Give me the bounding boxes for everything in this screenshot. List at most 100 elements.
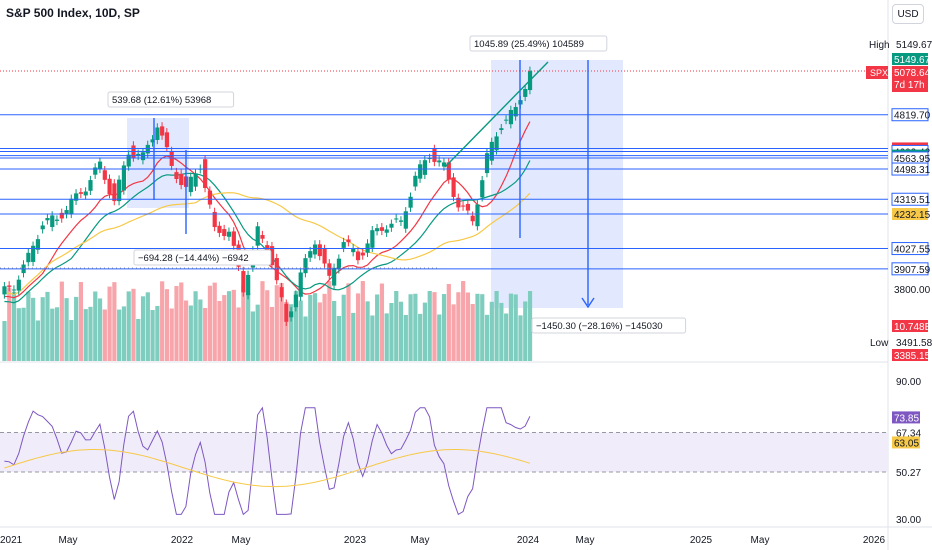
candle-body: [74, 193, 79, 201]
volume-bar: [236, 307, 241, 361]
volume-bar: [250, 311, 256, 361]
volume-bar: [365, 301, 370, 361]
candle-body: [212, 211, 217, 228]
rsi-axis-label: 73.85: [894, 413, 919, 424]
time-axis-label: May: [411, 535, 430, 546]
symbol-tag: [866, 66, 888, 79]
candle-body: [456, 197, 461, 208]
currency-button[interactable]: USD: [892, 4, 924, 24]
volume-bar: [322, 293, 327, 361]
volume-bar: [59, 281, 64, 361]
candle-body: [179, 173, 184, 186]
measure-label-text: 539.68 (12.61%) 53968: [112, 95, 211, 106]
candle-body: [327, 263, 332, 276]
volume-bar: [427, 291, 432, 361]
volume-bar: [188, 305, 193, 361]
candle-body: [2, 286, 7, 295]
candle-body: [193, 173, 198, 187]
volume-bar: [327, 281, 332, 361]
time-axis-label: May: [576, 535, 595, 546]
volume-bar: [312, 293, 318, 361]
candle-body: [93, 167, 98, 175]
moving-average-slow: [4, 192, 531, 295]
volume-bar: [398, 301, 404, 361]
low-box-value: 3385.15: [894, 351, 931, 362]
volume-bar: [207, 285, 213, 361]
rsi-axis-label: 90.00: [896, 377, 921, 388]
volume-bar: [518, 315, 523, 361]
candle-body: [35, 239, 41, 250]
rsi-line: [4, 406, 531, 516]
time-axis-label: May: [751, 535, 770, 546]
volume-bar: [241, 285, 246, 361]
volume-bar: [145, 292, 150, 361]
volume-bar: [351, 312, 356, 361]
volume-bar: [504, 313, 509, 361]
level-label: 4563.95: [894, 154, 931, 165]
rsi-axis-label: 63.05: [894, 438, 919, 449]
volume-bar: [375, 294, 380, 361]
candle-body: [384, 229, 389, 233]
countdown: 7d 17h: [894, 80, 925, 91]
high-box-value: 5149.67: [894, 55, 931, 66]
volume-bar: [303, 316, 308, 361]
candle-body: [336, 258, 342, 270]
time-axis-label: 2022: [171, 535, 194, 546]
candle-body: [150, 139, 155, 143]
low-box: [892, 349, 928, 361]
volume-bar: [527, 291, 533, 361]
candle-body: [484, 153, 490, 174]
volume-bar: [97, 298, 103, 361]
candle-body: [422, 160, 428, 175]
high-box: [892, 53, 928, 65]
candle-body: [298, 272, 303, 297]
volume-bar: [140, 296, 146, 361]
volume-bar: [355, 293, 361, 361]
candle-body: [160, 126, 165, 136]
candle-body: [40, 225, 45, 230]
measure-label-text: −1450.30 (−28.16%) −145030: [536, 321, 663, 332]
level-tag: [891, 162, 929, 176]
candle-body: [360, 252, 365, 256]
candle-body: [59, 212, 64, 219]
volume-bar: [121, 306, 127, 361]
candle-body: [50, 215, 55, 228]
candle-body: [26, 252, 31, 263]
volume-bar: [155, 305, 160, 361]
candle-body: [499, 128, 504, 130]
candle-body: [523, 88, 528, 97]
volume-bar: [274, 285, 279, 361]
candle-body: [351, 248, 356, 253]
low-value: 3491.58: [896, 338, 932, 349]
candle-body: [121, 165, 127, 191]
candle-body: [513, 107, 518, 117]
last-price-box: [892, 66, 928, 92]
candle-body: [427, 158, 432, 160]
candle-body: [312, 244, 318, 255]
measure-label-box: [469, 35, 608, 52]
candle-body: [389, 223, 394, 228]
candle-body: [203, 159, 208, 189]
volume-bar: [193, 291, 198, 361]
chart-title: S&P 500 Index, 10D, SP: [6, 6, 140, 20]
volume-bar: [54, 307, 60, 361]
measure-label-box: [133, 249, 272, 266]
volume-bar: [446, 283, 451, 361]
volume-bar: [289, 304, 294, 361]
rsi-axis-label: 30.00: [896, 515, 921, 526]
candle-body: [289, 311, 294, 318]
volume-bar: [336, 315, 342, 361]
candle-body: [437, 160, 442, 163]
candle-body: [446, 162, 451, 180]
candle-body: [11, 289, 17, 291]
level-label: 3907.59: [894, 265, 931, 276]
volume-bar: [508, 293, 514, 361]
volume-bar: [360, 281, 365, 361]
candle-body: [174, 172, 179, 180]
volume-bar: [489, 301, 494, 361]
candle-body: [45, 218, 50, 221]
level-tag: [892, 207, 928, 220]
candle-body: [16, 279, 21, 291]
volume-bar: [21, 307, 26, 361]
candle-body: [269, 246, 275, 266]
